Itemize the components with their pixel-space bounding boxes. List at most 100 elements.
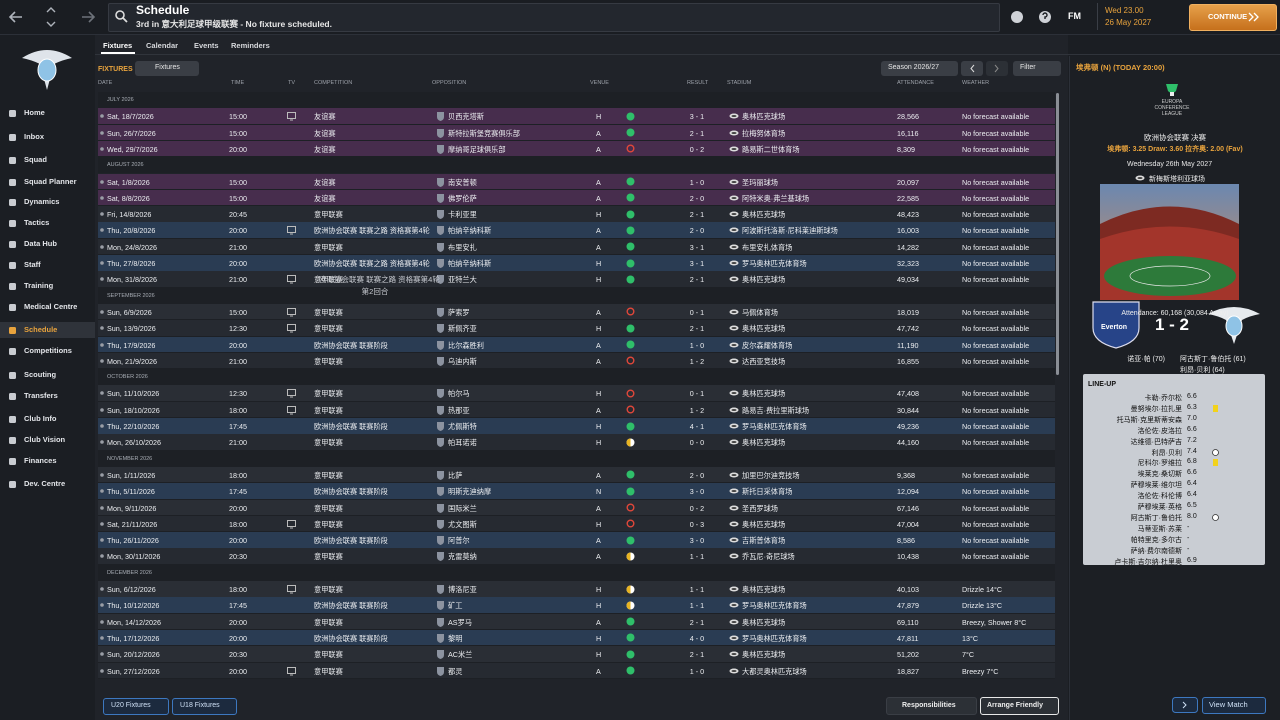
match-attendance: Attendance: 60,168 (30,084 Away) — [1121, 310, 1229, 317]
fixture-weather: No forecast available — [962, 519, 1030, 529]
month-header — [98, 564, 1055, 581]
fixture-competition: 欧洲协会联赛 联赛阶段 — [314, 340, 388, 350]
fixture-row[interactable] — [98, 613, 1055, 631]
tab[interactable]: Reminders — [231, 41, 270, 50]
season-arrows[interactable] — [961, 61, 1009, 76]
fixture-row[interactable] — [98, 646, 1055, 663]
sidebar-item[interactable]: Transfers — [24, 391, 58, 400]
fixture-opponent: 南安普顿 — [448, 177, 477, 187]
fixture-row[interactable] — [98, 418, 1055, 435]
fixture-row[interactable] — [98, 124, 1055, 142]
sidebar-item[interactable]: Home — [24, 108, 45, 117]
fixture-venue: N — [596, 487, 602, 497]
fixture-row[interactable] — [98, 434, 1055, 451]
search-bar[interactable] — [108, 3, 1000, 32]
fixture-date: Mon, 21/9/2026 — [107, 356, 157, 366]
footer-button[interactable] — [103, 698, 169, 715]
column-header[interactable]: WEATHER — [962, 80, 990, 86]
fixture-row[interactable] — [98, 581, 1055, 598]
fixture-row[interactable] — [98, 385, 1055, 402]
fixture-row[interactable] — [98, 597, 1055, 614]
fixture-weather: Drizzle 14°C — [962, 585, 1003, 594]
view-match-button[interactable] — [1202, 697, 1266, 714]
column-header[interactable]: RESULT — [687, 80, 709, 86]
fixture-competition: 友谊赛 — [314, 193, 336, 203]
sidebar-item[interactable]: Medical Centre — [24, 302, 78, 311]
fixture-row[interactable] — [98, 336, 1055, 353]
fixture-row[interactable] — [98, 401, 1055, 419]
fixture-row[interactable] — [98, 532, 1055, 549]
fixture-row[interactable] — [98, 255, 1055, 272]
fixture-row[interactable] — [98, 303, 1055, 321]
fixture-row[interactable] — [98, 320, 1055, 337]
view-dropdown[interactable] — [135, 61, 199, 76]
fixture-row[interactable] — [98, 515, 1055, 533]
fixture-row[interactable] — [98, 238, 1055, 256]
column-header[interactable]: VENUE — [590, 80, 609, 86]
column-header[interactable]: STADIUM — [727, 80, 752, 86]
score: 1 - 2 — [1154, 315, 1190, 334]
column-header[interactable]: OPPOSITION — [432, 80, 467, 86]
fixture-row[interactable] — [98, 108, 1055, 125]
next-button[interactable] — [1172, 697, 1198, 713]
footer-button-label: Responsibilities — [902, 702, 956, 709]
column-header[interactable]: DATE — [98, 80, 113, 86]
fixture-row[interactable] — [98, 466, 1055, 484]
fixture-row[interactable] — [98, 352, 1055, 370]
fixture-venue: H — [596, 633, 602, 643]
continue-button[interactable] — [1189, 4, 1277, 31]
fixture-row[interactable] — [98, 629, 1055, 647]
sidebar-item[interactable]: Competitions — [24, 346, 72, 355]
tab[interactable]: Fixtures — [103, 41, 133, 50]
sidebar-item[interactable]: Tactics — [24, 218, 50, 227]
fixture-stadium: 圣玛丽球场 — [742, 177, 778, 187]
fixture-row[interactable] — [98, 548, 1055, 565]
fixture-row[interactable] — [98, 499, 1055, 516]
goal-icon — [1212, 448, 1219, 456]
nav-arrows[interactable] — [0, 0, 100, 34]
sidebar-item[interactable]: Club Vision — [24, 435, 66, 444]
fixture-row[interactable] — [98, 483, 1055, 500]
fixture-row[interactable] — [98, 173, 1055, 190]
fixture-row[interactable] — [98, 189, 1055, 207]
tooltip-line: 第2回合 — [361, 287, 389, 296]
fm-logo[interactable]: FM — [1068, 11, 1081, 21]
lineup-rating: - — [1187, 523, 1190, 531]
sidebar-item[interactable]: Inbox — [24, 132, 44, 141]
sidebar-item[interactable]: Dev. Centre — [24, 479, 66, 488]
sidebar-item[interactable]: Finances — [24, 456, 57, 465]
column-header[interactable]: TV — [288, 80, 296, 86]
stadium-icon — [729, 668, 739, 673]
fixture-weather: No forecast available — [962, 536, 1030, 546]
sidebar-item[interactable]: Club Info — [24, 414, 57, 423]
sidebar-item[interactable]: Dynamics — [24, 197, 60, 206]
sidebar-item[interactable]: Squad — [24, 155, 47, 164]
fixture-row[interactable] — [98, 206, 1055, 223]
sidebar-item[interactable]: Scouting — [24, 370, 57, 379]
fixture-row[interactable] — [98, 140, 1055, 158]
sidebar-item[interactable]: Training — [24, 281, 54, 290]
tab[interactable]: Calendar — [146, 41, 179, 50]
fixture-opponent: 帕纳辛纳科斯 — [448, 259, 492, 268]
sidebar-item[interactable]: Data Hub — [24, 239, 57, 248]
tab[interactable]: Events — [194, 41, 219, 50]
fixture-row[interactable] — [98, 271, 1055, 288]
footer-button[interactable] — [980, 697, 1059, 715]
fixture-row[interactable] — [98, 662, 1055, 679]
lineup-rating: 7.2 — [1187, 436, 1197, 444]
filter-button[interactable] — [1013, 61, 1061, 76]
footer-button[interactable] — [886, 697, 977, 715]
fixture-attendance: 32,323 — [897, 259, 919, 268]
column-header[interactable]: COMPETITION — [314, 80, 353, 86]
fixture-row[interactable] — [98, 222, 1055, 239]
top-icons[interactable] — [1008, 8, 1058, 26]
footer-button-label: U20 Fixtures — [111, 702, 151, 709]
sidebar-item[interactable]: Squad Planner — [24, 177, 77, 186]
season-selector[interactable] — [881, 61, 958, 76]
footer-button[interactable] — [172, 698, 237, 715]
sidebar-item[interactable]: Staff — [24, 260, 41, 269]
column-header[interactable]: TIME — [231, 80, 245, 86]
sidebar-item[interactable]: Schedule — [24, 325, 58, 334]
column-header[interactable]: ATTENDANCE — [897, 80, 934, 86]
fixture-time: 21:00 — [229, 356, 247, 366]
